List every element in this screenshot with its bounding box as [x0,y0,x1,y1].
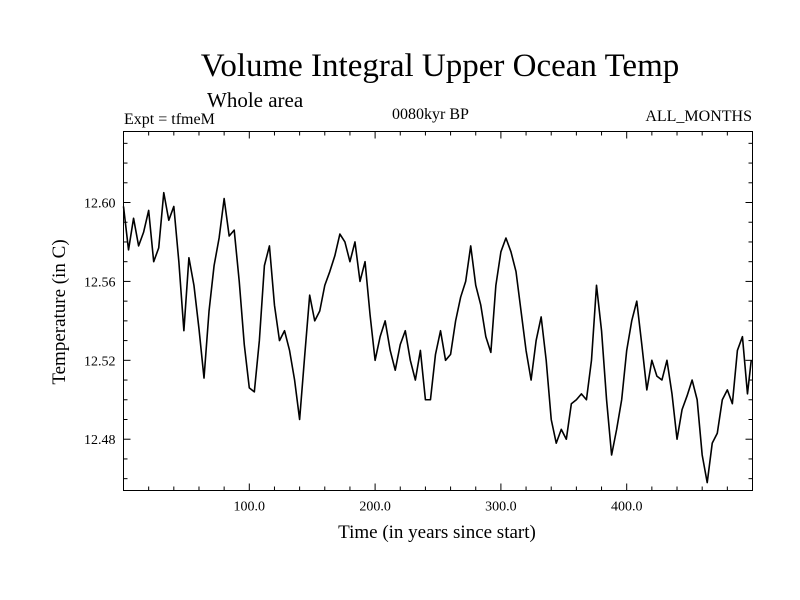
y-tick-label: 12.60 [84,197,116,212]
x-axis-label: Time (in years since start) [338,522,536,543]
axis-ticks [123,131,753,491]
y-tick-label: 12.48 [84,433,116,448]
y-tick-label: 12.56 [84,275,116,290]
plot-frame [123,131,753,491]
months-label: ALL_MONTHS [645,108,752,125]
series-group [122,191,753,484]
chart-title: Volume Integral Upper Ocean Temp [200,48,680,84]
experiment-label: Expt = tfmeM [124,111,215,128]
period-label: 0080kyr BP [392,106,469,123]
y-tick-label: 12.52 [84,354,116,369]
chart-subtitle: Whole area [207,88,304,112]
x-tick-label: 400.0 [611,500,643,515]
x-tick-label: 300.0 [485,500,517,515]
x-tick-label: 100.0 [234,500,266,515]
tick-labels: 100.0 200.0 300.0 400.0 12.48 12.52 12.56 12.60 [84,197,642,515]
x-tick-label: 200.0 [359,500,391,515]
series-line [122,191,753,484]
